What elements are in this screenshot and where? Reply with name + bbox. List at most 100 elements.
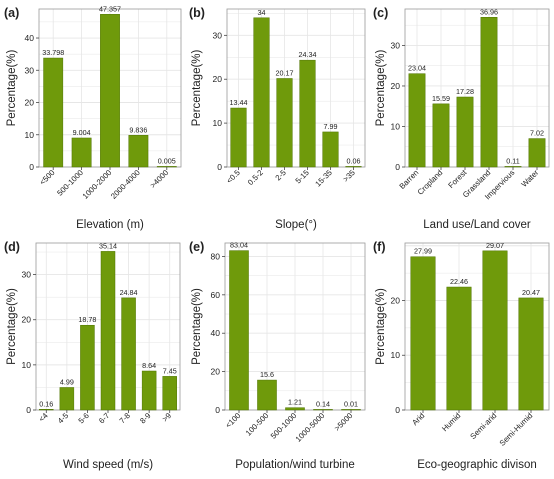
bar	[276, 78, 293, 168]
bar	[39, 409, 54, 411]
data-label: 0.14	[316, 399, 330, 408]
y-tick-label: 30	[213, 30, 223, 40]
x-tick-label: 5-15	[294, 168, 312, 186]
x-tick-label: <500	[38, 168, 57, 187]
chart-panel-b: 13.44 34 20.17 24.34 7.99 0.06 0 10 20 30 <0.5 0.5-…	[185, 0, 369, 234]
data-label: 34	[258, 8, 266, 17]
x-tick-label: 8-9	[138, 411, 152, 425]
x-tick-label: 2000-4000	[109, 168, 142, 201]
data-label: 4.99	[60, 377, 74, 386]
data-label: 23.04	[408, 64, 426, 73]
x-tick-label: 100-500	[244, 411, 271, 438]
x-tick-label: 4-5	[56, 411, 71, 426]
chart-panel-d: 0.16 4.99 18.78 35.14 24.84 8.64 7.45 0 10 20 30 <4…	[0, 234, 185, 474]
data-label: 18.78	[78, 315, 96, 324]
y-tick-label: 0	[26, 405, 31, 415]
chart-svg: 0.16 4.99 18.78 35.14 24.84 8.64 7.45 0 10 20 30 <4…	[4, 240, 181, 471]
x-tick-label: 15-35	[313, 168, 334, 189]
data-label: 9.836	[129, 125, 147, 134]
y-tick-label: 10	[213, 118, 223, 128]
y-tick-label: 0	[395, 162, 400, 172]
x-axis-label: Eco-geographic divison	[417, 459, 537, 471]
bar	[341, 409, 361, 411]
chart-panel-c: 23.04 15.59 17.28 36.96 0.11 7.02 0 10 20 30 Barre…	[369, 0, 554, 234]
y-tick-label: 20	[211, 367, 221, 377]
data-label: 7.99	[324, 122, 338, 131]
x-axis-label: Slope(°)	[275, 219, 317, 231]
x-axis-label: Population/wind turbine	[235, 459, 355, 471]
panel-label: (f)	[373, 240, 386, 254]
bar	[285, 407, 305, 411]
plot-border	[404, 8, 550, 168]
data-label: 15.6	[260, 370, 274, 379]
bar	[408, 73, 426, 168]
x-tick-label: >4000	[148, 168, 170, 190]
plot-area	[405, 9, 549, 167]
bar	[71, 137, 92, 168]
chart-panel-f: 27.99 22.46 29.07 20.47 0 10 20 Arid Humid Semi-a…	[369, 234, 554, 474]
bar	[80, 324, 95, 411]
y-axis-label: Percentage(%)	[191, 49, 203, 126]
chart-panel-e: 83.04 15.6 1.21 0.14 0.01 0 20 40 60 80 <100 100-50…	[185, 234, 369, 474]
y-tick-label: 40	[211, 328, 221, 338]
y-tick-label: 30	[25, 65, 35, 75]
x-tick-label: <4	[37, 411, 50, 424]
bar	[253, 17, 270, 168]
data-label: 0.06	[347, 156, 361, 165]
bar	[482, 250, 508, 411]
x-tick-label: >9	[160, 411, 173, 424]
x-axis-label: Land use/Land cover	[423, 219, 531, 231]
bar	[480, 17, 498, 168]
data-label: 0.01	[344, 399, 358, 408]
x-tick-label: 7-8	[118, 411, 132, 425]
x-tick-label: 0.5-2	[246, 168, 265, 187]
panel-label: (a)	[4, 6, 19, 20]
data-label: 8.64	[142, 361, 156, 370]
data-label: 1.21	[288, 398, 302, 407]
bar	[456, 96, 474, 168]
x-axis-label: Wind speed (m/s)	[63, 459, 153, 471]
y-tick-label: 0	[29, 162, 34, 172]
plot-border	[226, 8, 366, 168]
data-label: 7.45	[163, 366, 177, 375]
data-label: 47.357	[99, 4, 121, 13]
chart-svg: 83.04 15.6 1.21 0.14 0.01 0 20 40 60 80 <100 100-50…	[189, 240, 366, 471]
y-tick-label: 20	[213, 74, 223, 84]
x-tick-label: 6-7	[97, 411, 111, 425]
bar	[128, 135, 149, 168]
panel-label: (d)	[4, 240, 20, 254]
bar	[230, 107, 247, 168]
x-tick-label: <100	[224, 411, 243, 430]
y-tick-label: 0	[217, 162, 222, 172]
y-tick-label: 30	[391, 40, 401, 50]
y-tick-label: 20	[391, 81, 401, 91]
x-tick-label: Cropland	[416, 168, 445, 197]
x-tick-label: Barren	[397, 168, 420, 191]
bar	[100, 251, 116, 411]
data-label: 20.17	[276, 68, 294, 77]
y-tick-label: 0	[395, 405, 400, 415]
bar	[257, 379, 277, 411]
y-axis-label: Percentage(%)	[375, 49, 387, 126]
bar	[345, 166, 362, 168]
y-axis-label: Percentage(%)	[6, 49, 18, 126]
bar	[156, 166, 177, 168]
y-tick-label: 20	[25, 98, 35, 108]
y-tick-label: 10	[25, 130, 35, 140]
bar	[229, 250, 249, 411]
x-axis-label: Elevation (m)	[76, 219, 144, 231]
x-tick-label: <0.5	[225, 168, 243, 186]
chart-svg: 13.44 34 20.17 24.34 7.99 0.06 0 10 20 30 <0.5 0.5-…	[189, 6, 366, 231]
chart-svg: 23.04 15.59 17.28 36.96 0.11 7.02 0 10 20 30 Barre…	[373, 6, 550, 231]
bar	[504, 166, 522, 168]
chart-svg: 33.798 9.004 47.357 9.836 0.005 0 10 20 30 40 <500…	[4, 4, 182, 231]
bar	[432, 103, 450, 168]
x-tick-label: Forest	[446, 167, 469, 190]
data-label: 33.798	[42, 48, 64, 57]
y-axis-label: Percentage(%)	[375, 288, 387, 365]
data-label: 9.004	[73, 128, 91, 137]
x-tick-label: >35	[341, 168, 357, 184]
panel-label: (b)	[189, 6, 205, 20]
y-tick-label: 20	[22, 315, 32, 325]
y-axis-label: Percentage(%)	[6, 288, 18, 365]
